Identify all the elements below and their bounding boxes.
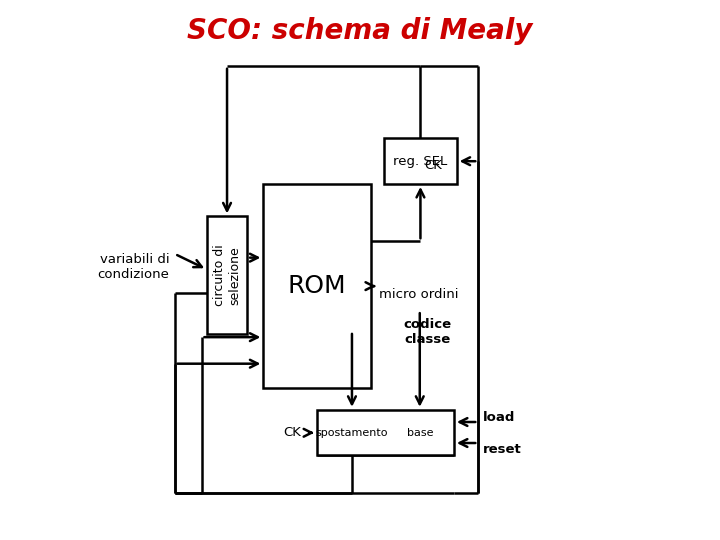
Text: load: load (482, 411, 515, 424)
Text: base: base (408, 428, 433, 437)
Text: spostamento: spostamento (315, 428, 388, 437)
Text: reset: reset (482, 443, 521, 456)
Text: SCO: schema di Mealy: SCO: schema di Mealy (187, 17, 533, 45)
Text: ROM: ROM (288, 274, 346, 298)
Text: reg. SEL: reg. SEL (393, 155, 448, 168)
Bar (317, 410, 454, 455)
Text: micro ordini: micro ordini (379, 288, 459, 301)
Text: CK: CK (283, 426, 301, 439)
Bar (207, 217, 247, 334)
Text: variabili di
condizione: variabili di condizione (97, 253, 169, 281)
Bar (384, 138, 456, 184)
Text: circuito di
selezione: circuito di selezione (213, 245, 241, 306)
Text: codice
classe: codice classe (403, 318, 451, 346)
Bar (264, 184, 371, 388)
Text: CK: CK (425, 159, 442, 172)
